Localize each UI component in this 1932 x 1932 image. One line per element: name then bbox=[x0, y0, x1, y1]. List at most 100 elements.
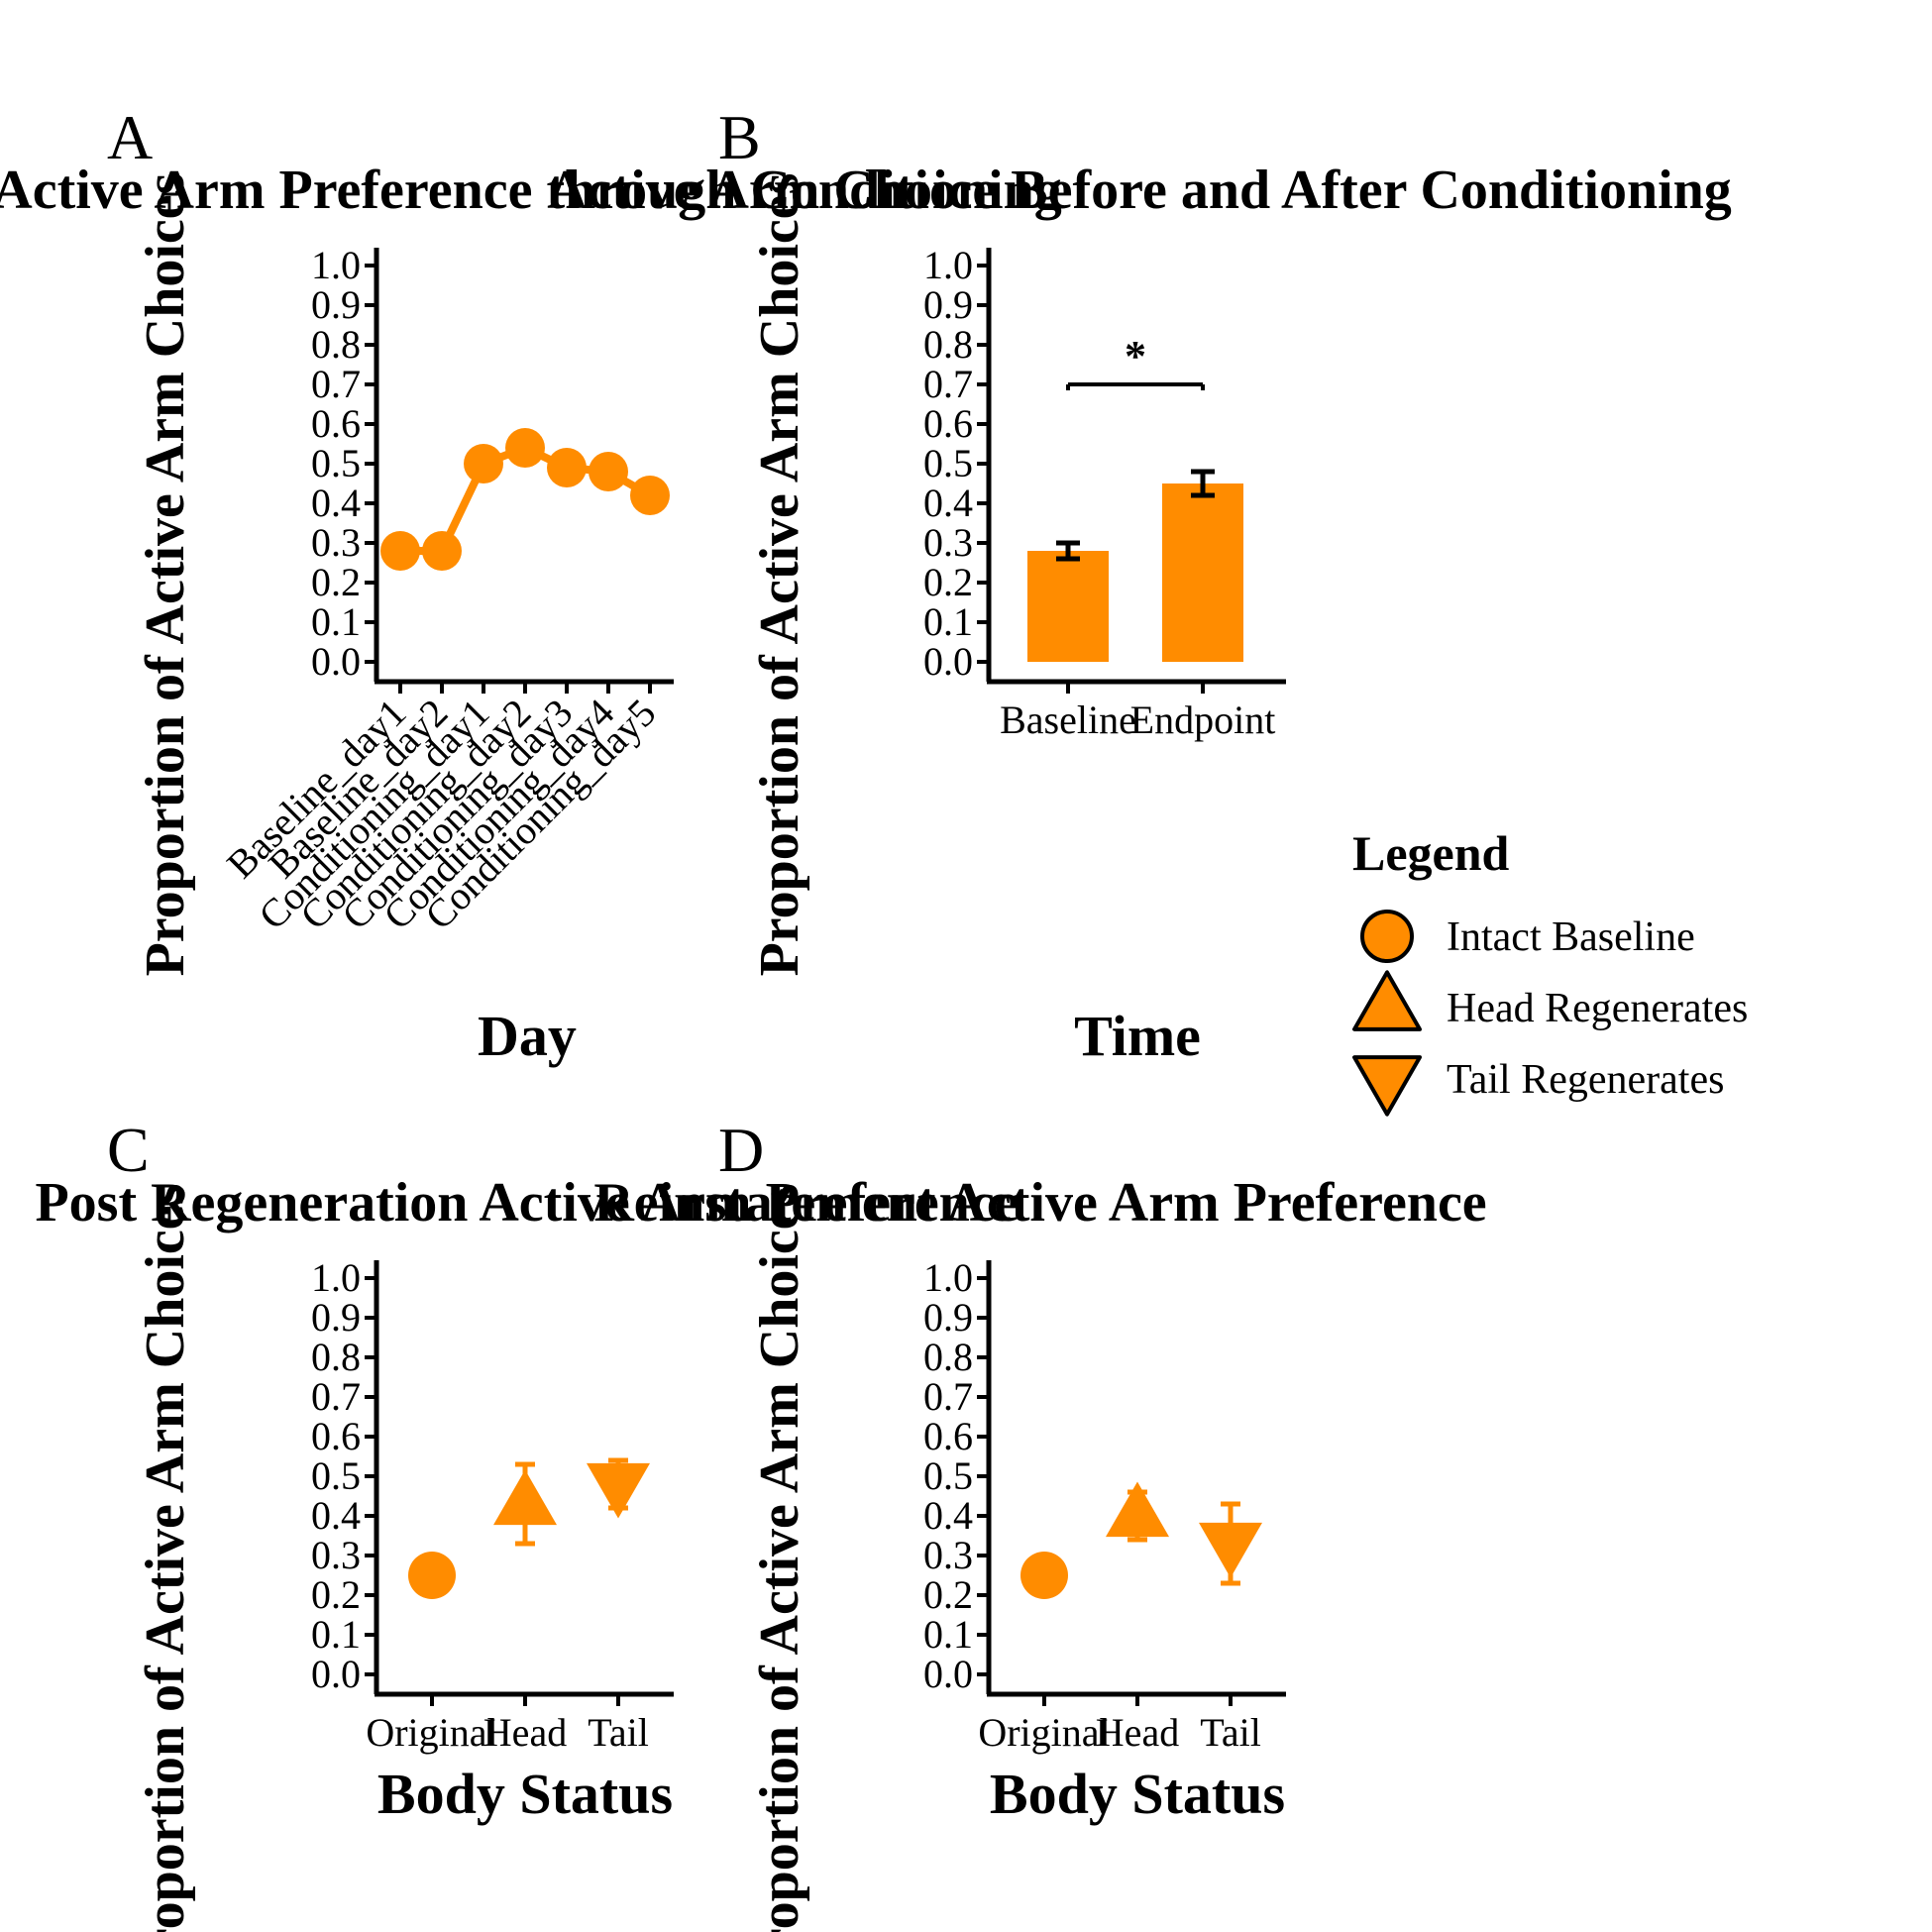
panel-a-y-tick-label: 1.0 bbox=[311, 243, 361, 287]
panel-a-data-point bbox=[547, 448, 587, 487]
panel-a-label: A bbox=[107, 102, 153, 172]
panel-c-data-point bbox=[493, 1469, 557, 1526]
panel-c-data-point bbox=[408, 1552, 456, 1599]
panel-d-x-tick-label: Head bbox=[1096, 1710, 1179, 1755]
panel-a: A Active Arm Preference through Conditio… bbox=[0, 102, 1062, 1068]
panel-b-significance-label: * bbox=[1125, 332, 1146, 380]
legend-key-triangle bbox=[1352, 970, 1422, 1031]
panel-d-y-tick-label: 0.8 bbox=[923, 1335, 973, 1379]
legend: Legend Intact Baseline Head Regenerates Ta… bbox=[1352, 825, 1748, 1117]
panel-c-y-tick-label: 0.6 bbox=[311, 1414, 361, 1458]
panel-d-y-tick-label: 0.4 bbox=[923, 1493, 973, 1538]
panel-a-y-tick-label: 0.6 bbox=[311, 401, 361, 446]
panel-d-x-axis-label: Body Status bbox=[990, 1762, 1285, 1826]
panel-c-y-tick-label: 0.9 bbox=[311, 1295, 361, 1340]
panel-d-title: Reinstatement Active Arm Preference bbox=[593, 1172, 1486, 1234]
panel-a-data-point bbox=[630, 476, 670, 515]
panel-b-y-tick-label: 0.1 bbox=[923, 599, 973, 644]
panel-d: D Reinstatement Active Arm Preference Pr… bbox=[593, 1115, 1486, 1932]
panel-b-y-tick-label: 0.8 bbox=[923, 322, 973, 367]
legend-item-label: Tail Regenerates bbox=[1447, 1057, 1724, 1103]
panel-d-y-tick-label: 0.6 bbox=[923, 1414, 973, 1458]
panel-d-y-tick-label: 1.0 bbox=[923, 1255, 973, 1300]
panel-a-y-axis-label: Proportion of Active Arm Choices bbox=[135, 173, 196, 977]
panel-b-x-tick-label: Endpoint bbox=[1130, 698, 1276, 742]
panel-b-y-tick-label: 0.3 bbox=[923, 520, 973, 565]
panel-a-y-tick-label: 0.0 bbox=[311, 639, 361, 684]
panel-a-y-tick-label: 0.7 bbox=[311, 362, 361, 406]
panel-b-label: B bbox=[718, 102, 761, 172]
panel-d-x-tick-label: Tail bbox=[1200, 1710, 1261, 1755]
panel-b-y-tick-label: 0.6 bbox=[923, 401, 973, 446]
panel-c-title: Post Regeneration Active Arm Preference bbox=[35, 1172, 1019, 1234]
panel-d-y-tick-label: 0.7 bbox=[923, 1374, 973, 1419]
panel-d-data-point bbox=[1020, 1552, 1068, 1599]
panel-a-y-tick-label: 0.2 bbox=[311, 560, 361, 604]
panel-c-y-tick-label: 0.2 bbox=[311, 1572, 361, 1617]
panel-c-label: C bbox=[107, 1115, 150, 1185]
panel-d-y-tick-label: 0.3 bbox=[923, 1533, 973, 1577]
panel-d-y-tick-label: 0.0 bbox=[923, 1652, 973, 1696]
panel-b-y-tick-label: 0.4 bbox=[923, 481, 973, 525]
panel-c-y-tick-label: 0.4 bbox=[311, 1493, 361, 1538]
legend-items: Intact Baseline Head Regenerates Tail Rege… bbox=[1352, 910, 1748, 1117]
panel-b-bar bbox=[1027, 551, 1109, 662]
panel-d-y-tick-label: 0.5 bbox=[923, 1453, 973, 1498]
panel-c-plot: 0.00.10.20.30.40.50.60.70.80.91.0 Origina… bbox=[311, 1255, 674, 1755]
panel-a-y-tick-label: 0.3 bbox=[311, 520, 361, 565]
panel-d-y-tick-label: 0.2 bbox=[923, 1572, 973, 1617]
panel-a-y-tick-label: 0.9 bbox=[311, 282, 361, 327]
legend-title: Legend bbox=[1352, 825, 1510, 881]
panel-d-x-tick-label: Original bbox=[978, 1710, 1110, 1755]
panel-d-label: D bbox=[718, 1115, 764, 1185]
panel-b-y-tick-label: 0.5 bbox=[923, 441, 973, 485]
panel-a-title: Active Arm Preference through Conditioni… bbox=[0, 160, 1062, 221]
panel-d-data-point bbox=[1106, 1481, 1169, 1538]
panel-b-y-tick-label: 0.2 bbox=[923, 560, 973, 604]
panel-a-data-point bbox=[589, 452, 628, 491]
panel-d-y-tick-label: 0.9 bbox=[923, 1295, 973, 1340]
panel-b: B Active Arm Choice Before and After Con… bbox=[547, 102, 1732, 1068]
panel-b-y-tick-label: 1.0 bbox=[923, 243, 973, 287]
legend-key-triangle bbox=[1352, 1055, 1422, 1117]
panel-a-data-point bbox=[380, 531, 420, 571]
legend-key-circle bbox=[1360, 910, 1414, 963]
panel-b-y-tick-label: 0.9 bbox=[923, 282, 973, 327]
panel-c-y-tick-label: 0.0 bbox=[311, 1652, 361, 1696]
panel-c-x-axis-label: Body Status bbox=[377, 1762, 673, 1826]
panel-a-y-tick-label: 0.1 bbox=[311, 599, 361, 644]
panel-c-y-tick-label: 0.7 bbox=[311, 1374, 361, 1419]
panel-b-x-tick-label: Baseline bbox=[1000, 698, 1136, 742]
panel-c-y-tick-label: 0.3 bbox=[311, 1533, 361, 1577]
panel-c-x-tick-label: Head bbox=[483, 1710, 567, 1755]
panel-a-data-point bbox=[464, 444, 503, 483]
panel-a-plot: 0.00.10.20.30.40.50.60.70.80.91.0Baselin… bbox=[218, 243, 674, 938]
panel-b-y-tick-label: 0.7 bbox=[923, 362, 973, 406]
panel-a-data-point bbox=[422, 531, 462, 571]
panel-c-y-tick-label: 0.5 bbox=[311, 1453, 361, 1498]
panel-c-x-tick-label: Original bbox=[366, 1710, 497, 1755]
panel-a-y-tick-label: 0.4 bbox=[311, 481, 361, 525]
panel-a-y-tick-label: 0.8 bbox=[311, 322, 361, 367]
panel-b-y-tick-label: 0.0 bbox=[923, 639, 973, 684]
panel-b-x-axis-label: Time bbox=[1074, 1004, 1201, 1068]
panel-d-plot: 0.00.10.20.30.40.50.60.70.80.91.0 Origina… bbox=[923, 1255, 1286, 1755]
panel-b-y-axis-label: Proportion of Active Arm Choices bbox=[749, 173, 810, 977]
panel-c-y-tick-label: 0.1 bbox=[311, 1612, 361, 1657]
panel-b-title: Active Arm Choice Before and After Condi… bbox=[547, 160, 1732, 221]
panel-c-data-point bbox=[587, 1462, 650, 1519]
legend-item-label: Head Regenerates bbox=[1447, 986, 1748, 1031]
panel-a-x-axis-label: Day bbox=[478, 1004, 577, 1068]
panel-c: C Post Regeneration Active Arm Preferenc… bbox=[35, 1115, 1019, 1932]
panel-a-y-tick-label: 0.5 bbox=[311, 441, 361, 485]
panel-d-y-tick-label: 0.1 bbox=[923, 1612, 973, 1657]
panel-b-bar bbox=[1162, 483, 1243, 662]
legend-item-label: Intact Baseline bbox=[1447, 914, 1695, 960]
panel-c-y-tick-label: 1.0 bbox=[311, 1255, 361, 1300]
panel-d-data-point bbox=[1199, 1522, 1262, 1578]
panel-c-y-axis-label: Proportion of Active Arm Choices bbox=[135, 1184, 196, 1932]
panel-a-data-point bbox=[505, 428, 545, 468]
panel-c-x-tick-label: Tail bbox=[588, 1710, 649, 1755]
panel-c-y-tick-label: 0.8 bbox=[311, 1335, 361, 1379]
